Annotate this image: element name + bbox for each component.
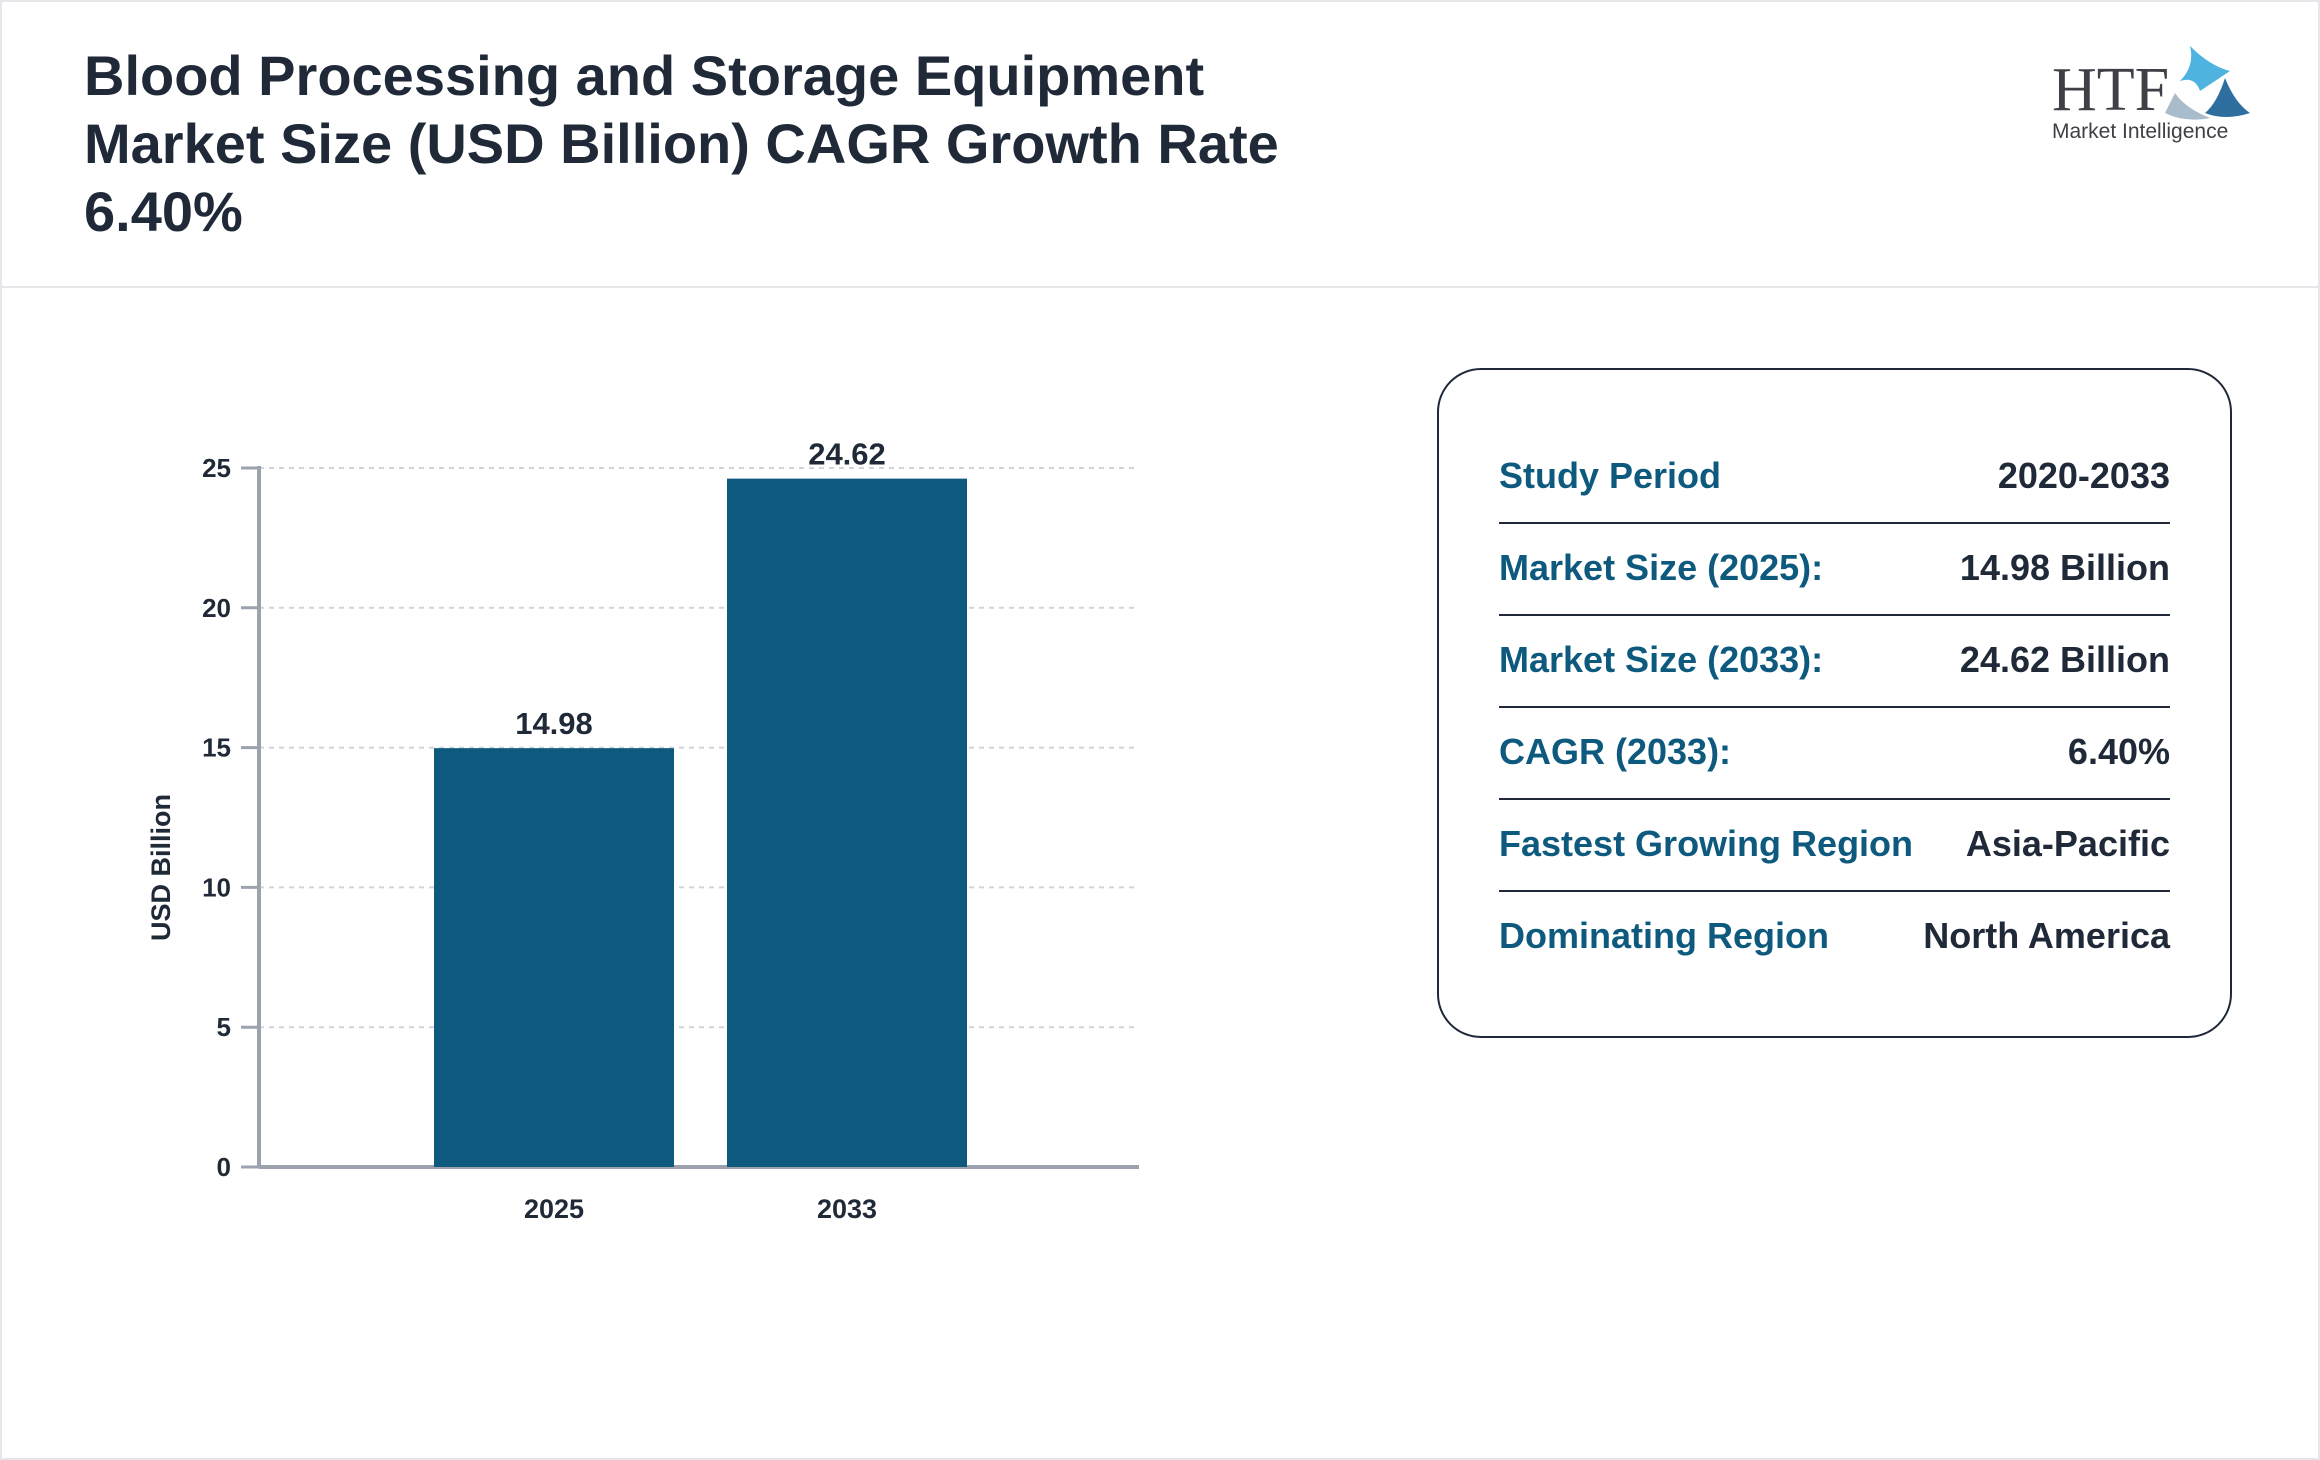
summary-label: CAGR (2033): bbox=[1499, 731, 1732, 772]
htf-logo: HTF Market Intelligence bbox=[2052, 46, 2250, 143]
summary-label: Study Period bbox=[1499, 455, 1722, 496]
summary-row: Study Period 2020-2033 bbox=[1499, 430, 2170, 524]
summary-row: CAGR (2033): 6.40% bbox=[1499, 706, 2170, 800]
summary-label: Market Size (2025): bbox=[1499, 547, 1824, 588]
summary-row: Market Size (2033): 24.62 Billion bbox=[1499, 614, 2170, 708]
summary-row: Fastest Growing Region Asia-Pacific bbox=[1499, 798, 2170, 892]
logo-text: HTF bbox=[2052, 56, 2169, 124]
summary-value: 2020-2033 bbox=[1997, 455, 2170, 496]
summary-row: Market Size (2025): 14.98 Billion bbox=[1499, 522, 2170, 616]
summary-value: Asia-Pacific bbox=[1965, 823, 2170, 864]
y-tick-label: 15 bbox=[202, 733, 231, 763]
summary-value: 6.40% bbox=[2067, 731, 2170, 772]
logo-subtext: Market Intelligence bbox=[2052, 120, 2228, 143]
y-tick-label: 0 bbox=[217, 1152, 231, 1182]
page-title: Blood Processing and Storage Equipment M… bbox=[84, 44, 1279, 243]
summary-value: 14.98 Billion bbox=[1959, 547, 2170, 588]
x-tick-label: 2033 bbox=[817, 1194, 877, 1224]
summary-value: 24.62 Billion bbox=[1959, 639, 2170, 680]
summary-label: Market Size (2033): bbox=[1499, 639, 1824, 680]
y-tick-label: 5 bbox=[217, 1012, 231, 1042]
bar-2025 bbox=[434, 748, 674, 1167]
y-tick-label: 20 bbox=[202, 593, 231, 623]
summary-label: Dominating Region bbox=[1499, 915, 1829, 956]
summary-value: North America bbox=[1923, 915, 2170, 956]
summary-card: Study Period 2020-2033 Market Size (2025):… bbox=[1437, 368, 2232, 1038]
y-axis-label: USD Billion bbox=[146, 794, 176, 941]
bar-2033 bbox=[727, 478, 967, 1168]
y-tick-label: 10 bbox=[202, 872, 231, 902]
data-label: 14.98 bbox=[515, 706, 593, 741]
summary-label: Fastest Growing Region bbox=[1499, 823, 1914, 864]
header: Blood Processing and Storage Equipment M… bbox=[0, 0, 2320, 288]
summary-row: Dominating Region North America bbox=[1499, 890, 2170, 982]
x-tick-label: 2025 bbox=[524, 1194, 584, 1224]
data-label: 24.62 bbox=[808, 437, 886, 472]
y-tick-label: 25 bbox=[202, 453, 231, 483]
